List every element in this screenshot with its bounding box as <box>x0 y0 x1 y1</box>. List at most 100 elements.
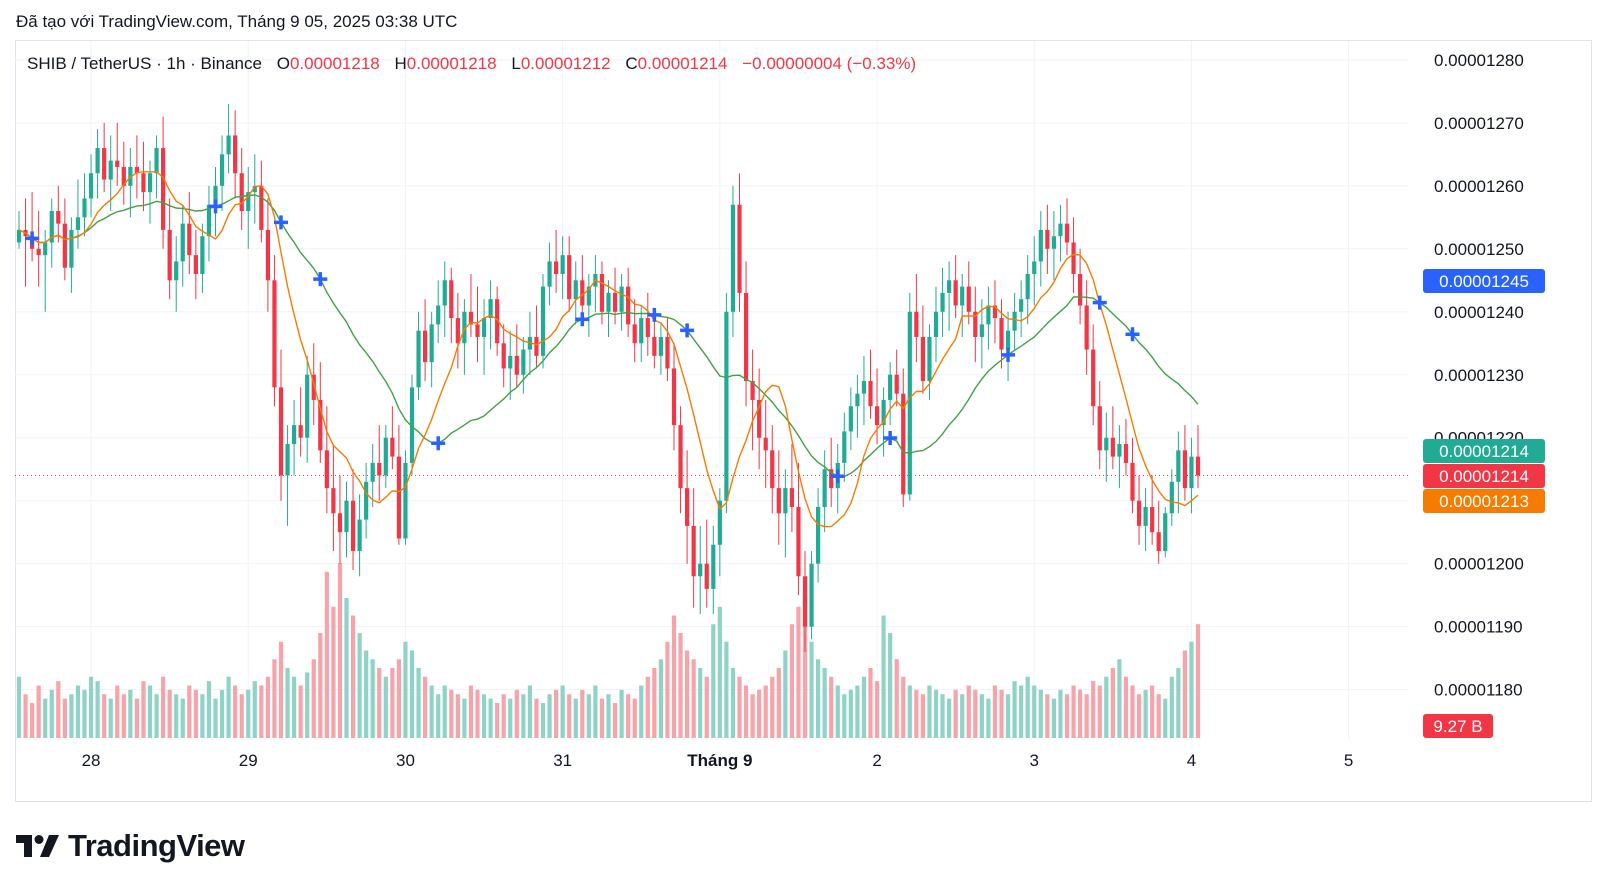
candle <box>776 450 781 545</box>
candle-body <box>344 500 349 533</box>
volume-bar <box>36 685 41 738</box>
candle-body <box>1110 437 1115 457</box>
volume-bar <box>1163 698 1168 738</box>
candle <box>1058 204 1063 262</box>
candle-body <box>475 324 480 337</box>
candle-body <box>947 280 952 293</box>
candle <box>337 475 343 564</box>
x-tick-label: 3 <box>1030 751 1039 770</box>
volume-bar <box>226 676 231 738</box>
candle <box>612 267 618 325</box>
candle <box>933 286 939 363</box>
candle-body <box>468 311 474 325</box>
cross-marker-icon <box>208 199 223 214</box>
cross-marker-icon <box>313 272 328 287</box>
candle-body <box>743 292 749 382</box>
y-tick-label: 0.00001280 <box>1434 51 1524 70</box>
candle-body <box>612 292 618 312</box>
volume-bar <box>704 676 709 738</box>
candle-body <box>442 280 447 306</box>
candle-body <box>278 387 284 476</box>
x-tick-label: 31 <box>553 751 572 770</box>
volume-bar <box>986 698 991 738</box>
candle-body <box>1025 274 1030 300</box>
ohlc-legend: SHIB / TetherUS · 1h · Binance O0.000012… <box>27 54 916 74</box>
volume-bar <box>527 685 532 738</box>
candle <box>848 387 853 451</box>
volume-bar <box>331 606 336 738</box>
candle-body <box>829 469 834 489</box>
volume-bar <box>1012 681 1017 738</box>
candle <box>292 399 297 476</box>
volume-bar <box>1064 694 1070 738</box>
candle <box>999 299 1004 369</box>
candle <box>429 311 434 388</box>
volume-bar <box>927 685 932 738</box>
candle <box>305 355 310 463</box>
candle <box>95 129 100 199</box>
candle <box>1110 406 1115 470</box>
candle-body <box>914 311 919 337</box>
candle <box>632 299 637 363</box>
volume-bar <box>409 650 415 738</box>
candle <box>573 261 578 325</box>
volume-bar <box>730 668 736 738</box>
candle-body <box>868 381 873 407</box>
candle-body <box>685 488 690 526</box>
candle <box>475 286 480 363</box>
volume-bar <box>285 668 290 738</box>
volume-bar <box>252 681 257 738</box>
candle <box>973 286 978 363</box>
candle-body <box>1136 500 1142 526</box>
volume-bar <box>626 694 631 738</box>
candle-body <box>377 462 382 476</box>
candle-body <box>495 299 500 344</box>
candle <box>1117 425 1122 489</box>
candle-body <box>449 280 454 319</box>
candle-body <box>1130 462 1135 501</box>
candle-body <box>632 324 637 344</box>
candle <box>1078 248 1083 325</box>
candle <box>1123 418 1129 476</box>
volume-bar <box>350 615 356 738</box>
symbol-label[interactable]: SHIB / TetherUS · 1h · Binance <box>27 54 262 73</box>
price-tag: 0.00001214 <box>1423 464 1545 488</box>
x-tick-label: 30 <box>396 751 415 770</box>
candle <box>350 469 356 570</box>
candle-body <box>809 563 814 627</box>
price-axis: 0.00001280 0.00001270 0.00001260 0.00001250… <box>1434 51 1524 700</box>
candle-body <box>704 563 709 589</box>
volume-bar <box>396 659 401 738</box>
volume-bar <box>481 694 487 738</box>
candle <box>822 450 827 533</box>
candle <box>501 324 506 388</box>
volume-tag-bg <box>1423 714 1493 738</box>
candle-body <box>423 330 428 363</box>
candle <box>560 236 565 300</box>
candle <box>1025 255 1030 325</box>
candle-body <box>161 148 166 230</box>
candle-body <box>698 563 703 577</box>
open-label: O <box>276 54 290 73</box>
candle <box>331 444 336 552</box>
candle-body <box>619 286 624 312</box>
candle <box>134 135 139 199</box>
volume-bar <box>953 689 958 738</box>
candle-body <box>816 507 821 564</box>
candle-body <box>436 305 441 325</box>
candle-body <box>265 229 270 281</box>
tradingview-logo[interactable]: TradingView <box>16 828 245 864</box>
candle <box>809 551 814 640</box>
volume-bar <box>861 676 867 738</box>
tradingview-logo-icon <box>16 835 59 857</box>
candle <box>219 135 225 212</box>
candle <box>802 551 808 652</box>
candle <box>547 242 552 306</box>
candle <box>757 368 762 470</box>
candle <box>75 179 81 249</box>
cross-marker-icon <box>1001 347 1016 362</box>
volume-tag: 9.27 B <box>1423 714 1493 738</box>
candle <box>927 324 932 400</box>
candle-body <box>855 393 860 407</box>
